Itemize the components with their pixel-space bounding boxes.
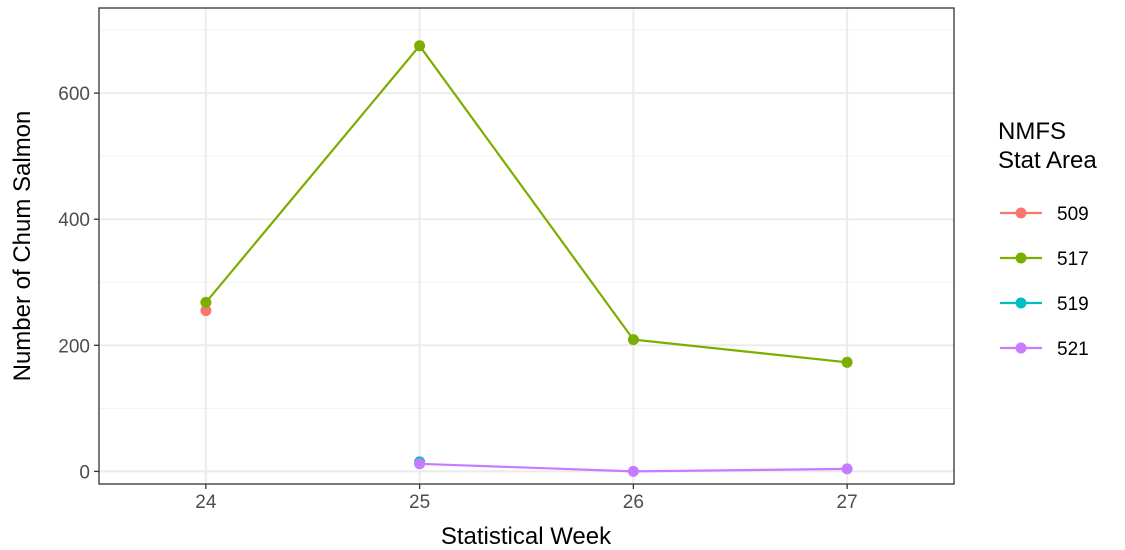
x-axis-title: Statistical Week: [441, 523, 612, 550]
legend-title: NMFS: [998, 118, 1066, 145]
legend-title: Stat Area: [998, 147, 1097, 174]
x-tick-label: 26: [623, 492, 644, 513]
y-tick-label: 200: [58, 336, 90, 357]
legend-label: 521: [1057, 339, 1089, 360]
panel-border: [98, 7, 955, 485]
y-axis-title: Number of Chum Salmon: [9, 111, 36, 382]
series-line-517: [205, 44, 848, 364]
x-tick-label: 27: [837, 492, 858, 513]
legend-key-point: [1015, 342, 1027, 354]
legend-label: 519: [1057, 294, 1089, 315]
data-point-521: [627, 465, 639, 477]
data-point-509: [200, 305, 212, 317]
data-point-517: [627, 334, 639, 346]
data-point-517: [200, 296, 212, 308]
y-tick-label: 400: [58, 210, 90, 231]
data-point-517: [841, 356, 853, 368]
x-tick-label: 25: [409, 492, 430, 513]
y-tick-label: 600: [58, 84, 90, 105]
series-layer: [200, 40, 853, 477]
legend-key-point: [1015, 207, 1027, 219]
x-tick-label: 24: [195, 492, 217, 513]
grid-minor: [99, 29, 954, 409]
y-tick-label: 0: [79, 462, 90, 483]
data-point-517: [414, 40, 426, 52]
data-point-521: [841, 463, 853, 475]
legend-label: 517: [1057, 249, 1089, 270]
axis-ticks: 24 25 26 27 0 200 400 600: [58, 84, 857, 513]
legend-key-point: [1015, 297, 1027, 309]
grid-major: [99, 8, 954, 484]
panel-background: [99, 8, 954, 484]
data-point-521: [414, 458, 426, 470]
legend-key-point: [1015, 252, 1027, 264]
legend-label: 509: [1057, 204, 1089, 225]
